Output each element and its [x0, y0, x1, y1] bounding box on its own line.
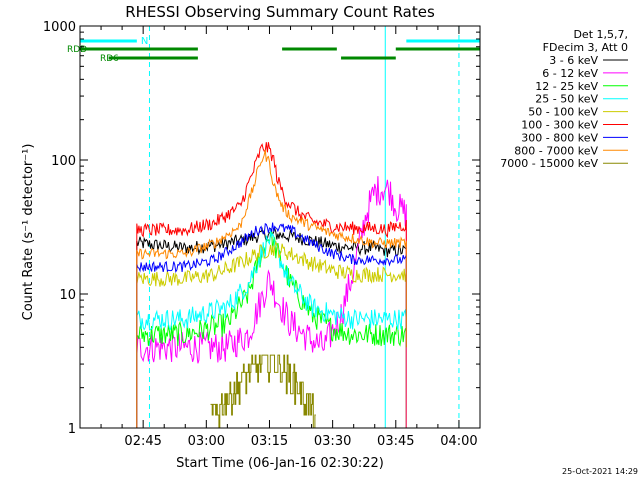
x-tick-label-5: 04:00: [440, 434, 477, 449]
legend-label-8: 7000 - 15000 keV: [500, 157, 598, 170]
legend-label-3: 25 - 50 keV: [535, 93, 598, 106]
x-tick-label-4: 03:45: [377, 434, 414, 449]
y-tick-label-3: 1000: [43, 20, 76, 35]
legend-label-4: 50 - 100 keV: [528, 106, 598, 119]
x-tick-label-1: 03:00: [188, 434, 225, 449]
x-axis: 02:45 03:00 03:15 03:30 03:45 04:00: [100, 26, 478, 449]
y-axis: 1 10 100 1000: [43, 20, 480, 437]
series-line-800-7000kev: [136, 149, 407, 428]
x-tick-label-3: 03:30: [314, 434, 351, 449]
y-axis-label: Count Rate (s⁻¹ detector⁻¹): [21, 144, 36, 321]
x-axis-label: Start Time (06-Jan-16 02:30:22): [176, 456, 384, 471]
night-band-label: N: [141, 36, 148, 47]
legend-label-1: 6 - 12 keV: [542, 67, 598, 80]
series-line-50-100kev: [136, 240, 407, 428]
legend-label-5: 100 - 300 keV: [521, 119, 598, 132]
x-tick-label-0: 02:45: [124, 434, 161, 449]
legend-header-line-1: Det 1,5,7,: [573, 28, 628, 41]
date-stamp: 25-Oct-2021 14:29: [562, 467, 638, 476]
legend-label-2: 12 - 25 keV: [535, 80, 598, 93]
x-tick-label-2: 03:15: [251, 434, 288, 449]
series-line-100-300kev: [136, 142, 407, 428]
rd6-band-label: RD6: [100, 54, 119, 64]
plot-frame: [79, 25, 481, 429]
y-tick-label-0: 1: [68, 422, 76, 437]
chart-title: RHESSI Observing Summary Count Rates: [125, 3, 435, 21]
legend-label-7: 800 - 7000 keV: [514, 144, 598, 157]
legend-header-line-2: FDecim 3, Att 0: [543, 41, 628, 54]
y-tick-label-2: 100: [51, 154, 76, 169]
y-tick-label-1: 10: [59, 288, 76, 303]
series-line-6-12kev: [136, 176, 407, 428]
legend-label-6: 300 - 800 keV: [521, 131, 598, 144]
series-line-25-50kev: [136, 229, 407, 428]
plot-area: N RDD RD6: [67, 26, 480, 429]
series-line-7000-15000kev: [210, 354, 316, 429]
rdd-band-label: RDD: [67, 45, 87, 55]
legend-label-0: 3 - 6 keV: [549, 54, 598, 67]
series-line-300-800kev: [136, 222, 407, 428]
